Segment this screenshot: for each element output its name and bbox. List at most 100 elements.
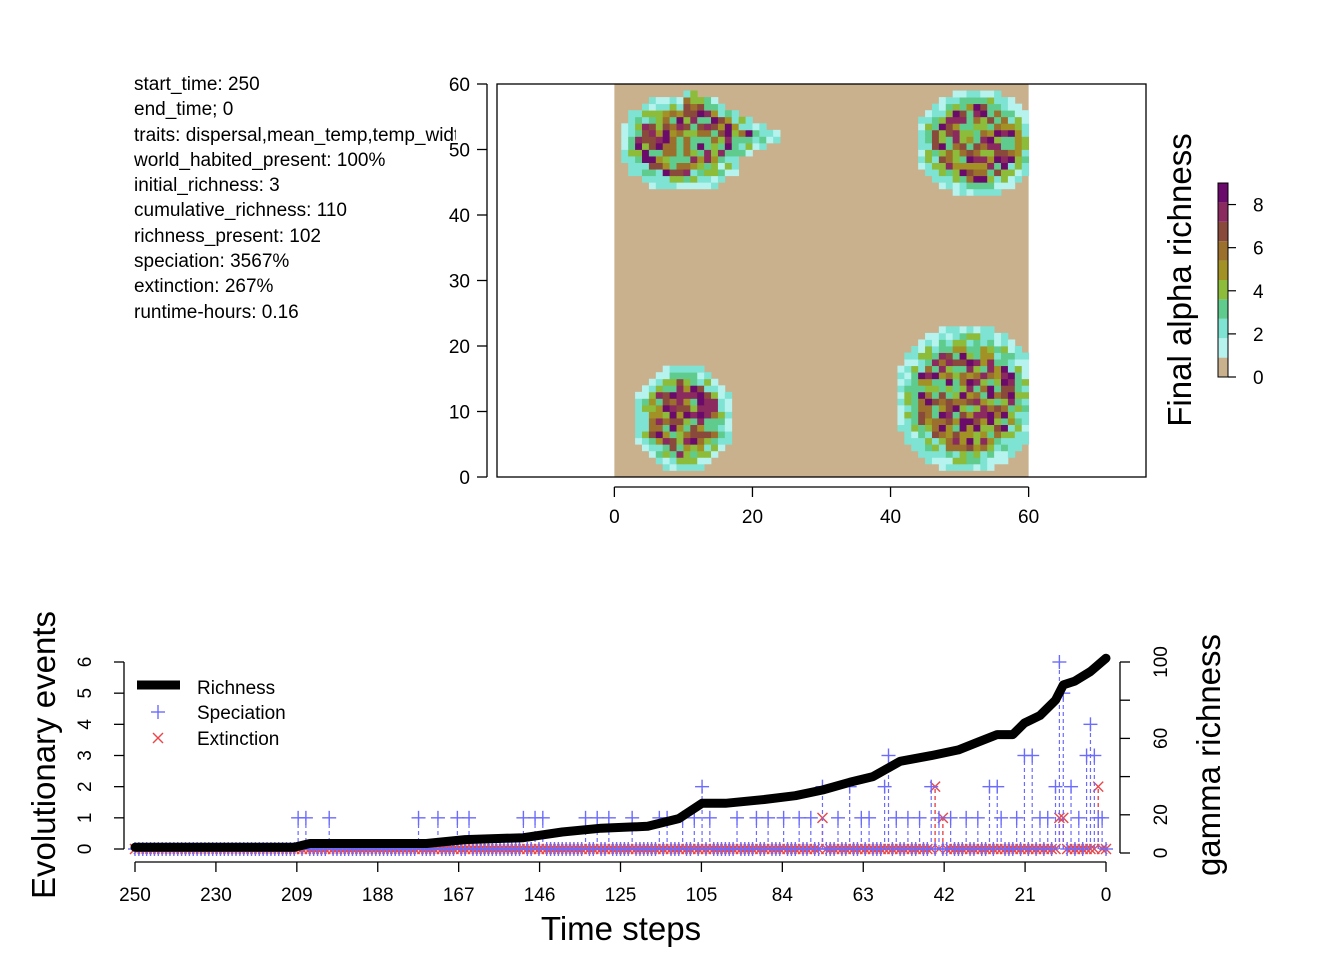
map-cell [1021,359,1030,367]
map-cell [1014,175,1023,183]
map-cell [655,182,664,190]
map-cell [711,169,719,177]
map-cell [697,450,705,458]
map-cell [1001,149,1009,157]
map-cell [1014,398,1023,406]
map-cell [690,450,698,458]
map-cell [724,418,733,425]
map-cell [641,162,650,170]
map-cell [697,149,705,157]
map-cell [724,136,733,144]
map-cell [717,123,726,131]
map-cell [759,129,767,137]
map-cell [945,339,954,347]
map-cell [897,372,905,380]
map-cell [925,169,933,177]
map-cell [925,352,933,360]
map-cell [918,142,926,150]
map-cell [918,372,926,380]
map-cell [952,175,960,183]
map-cell [959,398,967,406]
map-cell [711,136,719,144]
map-cell [690,156,698,163]
map-cell [683,162,691,170]
map-cell [1001,103,1009,111]
map-cell [669,149,677,157]
map-cell [911,365,919,373]
map-cell [959,123,967,131]
map-cell [676,457,684,465]
map-cell [635,123,643,131]
map-cell [711,123,719,131]
map-cell [966,142,974,150]
map-cell [938,391,947,399]
map-cell [738,149,746,157]
map-cell [945,129,954,137]
map-cell [676,372,684,380]
map-cell [683,110,691,118]
map-cell [711,450,719,458]
map-cell [752,129,760,137]
summary-line-extinction: extinction: 267% [134,276,274,298]
map-cell [897,378,905,386]
map-cell [952,326,960,334]
map-cell [959,97,967,105]
map-cell [683,149,691,157]
map-cell [1001,411,1009,419]
map-cell [966,431,974,439]
map-cell [676,365,684,373]
map-cell [952,365,960,373]
map-cell [904,385,912,393]
map-cell [952,169,960,177]
map-cell [704,175,712,183]
map-x-tick-label: 60 [1018,507,1039,528]
map-cell [911,404,919,412]
events-y-axis-right: 0 20 60 100 [1119,646,1172,858]
map-cell [704,182,712,190]
map-cell [1014,123,1023,131]
map-cell [662,444,670,452]
map-cell [931,156,940,163]
map-cell [1001,450,1009,458]
map-cell [759,123,767,131]
map-cell [669,391,677,399]
map-cell [655,437,664,445]
map-cell [918,404,926,412]
map-cell [704,418,712,425]
map-cell [938,142,947,150]
map-cell [1021,424,1030,432]
map-cell [717,398,726,406]
map-cell [938,450,947,458]
map-cell [931,169,940,177]
colorbar-swatch [1218,280,1228,300]
map-cell [655,123,664,131]
map-cell [925,424,933,432]
map-cell [1021,398,1030,406]
map-cell [918,129,926,137]
map-cell [966,169,974,177]
map-cell [711,182,719,190]
map-cell [938,352,947,360]
map-cell [683,169,691,177]
events-x-tick-label: 188 [362,885,394,906]
map-cell [648,411,657,419]
map-cell [959,457,967,465]
map-cell [952,404,960,412]
map-cell [918,398,926,406]
map-cell [697,378,705,386]
map-cell [911,411,919,419]
y-axis-right-title: gamma richness [1190,634,1227,876]
map-cell [648,110,657,118]
map-cell [662,142,670,150]
map-cell [662,418,670,425]
map-cell [669,450,677,458]
map-cell [925,437,933,445]
map-cell [966,444,974,452]
map-cell [655,424,664,432]
map-cell [1007,97,1016,105]
colorbar: Final alpha richness 0 2 4 6 8 [1161,133,1264,427]
map-cell [973,182,981,190]
map-cell [669,182,677,190]
map-cell [724,404,733,412]
map-cell [966,97,974,105]
